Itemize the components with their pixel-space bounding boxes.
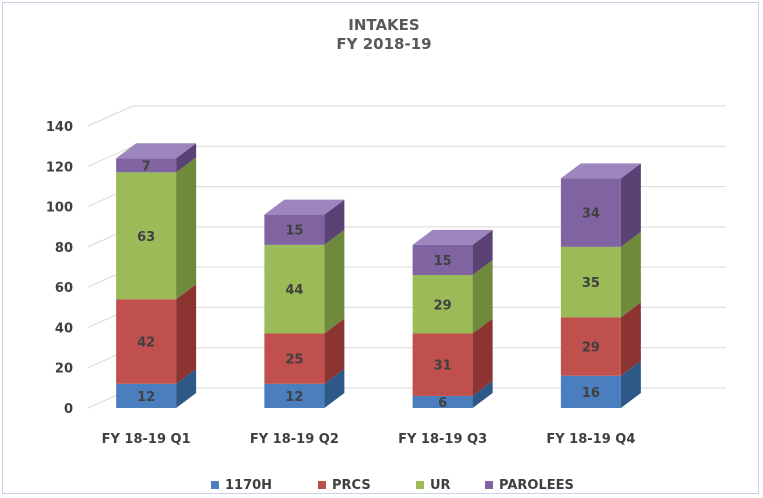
bar-segment-side: [176, 368, 197, 408]
bar-segment: [412, 395, 473, 408]
bar-segment: [560, 178, 621, 247]
chart-subtitle: FY 2018-19: [336, 35, 431, 53]
legend-label: PRCS: [332, 478, 371, 493]
bar-segment-side: [324, 318, 345, 384]
x-tick-label: FY 18-19 Q3: [398, 432, 487, 447]
data-label: 35: [582, 276, 600, 291]
y-tick-label: 60: [55, 281, 73, 296]
legend-label: PAROLEES: [499, 478, 574, 493]
y-tick-label: 100: [46, 201, 73, 216]
bar-stack: 12 42 63 7: [116, 143, 197, 408]
data-label: 42: [137, 336, 155, 351]
bar-segment-side: [324, 368, 345, 408]
y-tick-label: 40: [55, 321, 73, 336]
data-label: 6: [438, 396, 447, 411]
legend-swatch: [416, 481, 424, 489]
bar-segment-side: [176, 284, 197, 384]
data-label: 34: [582, 207, 600, 222]
bar-segment: [412, 244, 473, 276]
x-axis: FY 18-19 Q1 FY 18-19 Q2 FY 18-19 Q3 FY 18-1…: [102, 432, 636, 447]
data-label: 63: [137, 230, 155, 245]
x-tick-label: FY 18-19 Q4: [546, 432, 635, 447]
intakes-chart: INTAKES FY 2018-19 0 20 40 60 80 100 120 140 12…: [46, 16, 726, 493]
data-label: 29: [582, 341, 600, 356]
data-label: 15: [285, 224, 303, 239]
bar-segment: [264, 333, 325, 384]
bar-segment: [560, 317, 621, 376]
bar-stacks: 12 42 63 7 12 25 44 15 6 31 29 15 16 29 35 34: [116, 143, 641, 411]
bar-segment: [560, 375, 621, 408]
y-tick-label: 140: [46, 120, 73, 135]
bar-segment: [116, 158, 177, 173]
bar-segment: [264, 214, 325, 245]
bar-segment: [116, 383, 177, 408]
bar-stack: 6 31 29 15: [412, 229, 493, 411]
bar-stack: 12 25 44 15: [264, 199, 345, 408]
data-label: 31: [434, 359, 452, 374]
data-label: 15: [434, 254, 452, 269]
bar-segment: [264, 244, 325, 334]
y-tick-label: 20: [55, 362, 73, 377]
bar-segment-side: [472, 318, 493, 396]
data-label: 16: [582, 386, 600, 401]
legend: 1170H PRCS UR PAROLEES: [211, 478, 574, 493]
bar-top: [560, 163, 641, 179]
bar-segment-side: [472, 380, 493, 408]
chart-title: INTAKES: [348, 16, 419, 34]
gridline: [87, 105, 726, 127]
bar-segment-side: [620, 360, 641, 408]
data-label: 25: [285, 353, 303, 368]
legend-label: UR: [430, 478, 451, 493]
bar-top: [264, 199, 345, 215]
bar-segment-side: [176, 157, 197, 300]
x-tick-label: FY 18-19 Q1: [102, 432, 191, 447]
data-label: 29: [434, 298, 452, 313]
bar-segment-side: [620, 163, 641, 247]
bar-stack: 16 29 35 34: [560, 163, 641, 408]
y-tick-label: 120: [46, 160, 73, 175]
data-label: 7: [142, 159, 151, 174]
data-label: 12: [137, 390, 155, 405]
bar-segment: [412, 333, 473, 396]
data-label: 12: [285, 390, 303, 405]
bar-segment-side: [472, 229, 493, 276]
legend-item: PRCS: [318, 478, 371, 493]
bar-top: [412, 229, 493, 245]
x-tick-label: FY 18-19 Q2: [250, 432, 339, 447]
bar-segment: [264, 383, 325, 408]
bar-segment: [560, 246, 621, 318]
y-axis: 0 20 40 60 80 100 120 140: [46, 120, 73, 417]
bar-segment: [412, 275, 473, 334]
y-tick-label: 80: [55, 241, 73, 256]
legend-item: UR: [416, 478, 451, 493]
bar-segment-side: [620, 231, 641, 318]
data-label: 44: [285, 283, 303, 298]
y-tick-label: 0: [64, 402, 73, 417]
bar-segment-side: [324, 229, 345, 334]
legend-label: 1170H: [225, 478, 272, 493]
legend-swatch: [485, 481, 493, 489]
bar-segment-side: [324, 199, 345, 245]
legend-swatch: [318, 481, 326, 489]
bar-segment: [116, 172, 177, 300]
legend-item: 1170H: [211, 478, 272, 493]
bar-segment: [116, 299, 177, 384]
bar-segment-side: [472, 260, 493, 334]
legend-item: PAROLEES: [485, 478, 574, 493]
bar-segment-side: [176, 143, 197, 173]
legend-swatch: [211, 481, 219, 489]
bar-top: [116, 143, 197, 159]
bar-segment-side: [620, 302, 641, 376]
